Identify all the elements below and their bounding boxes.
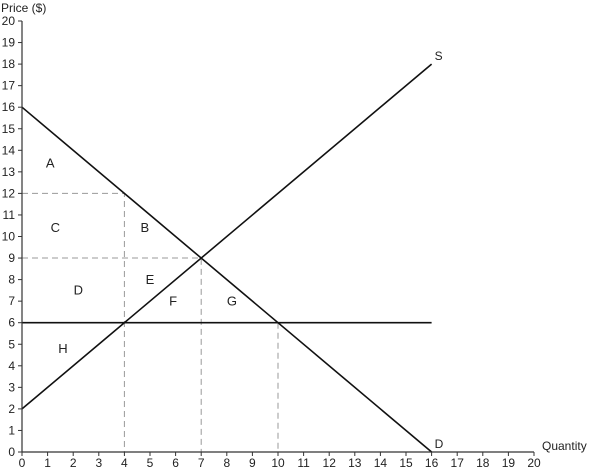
region-label-e: E (146, 272, 155, 287)
region-label-c: C (51, 220, 60, 235)
x-tick-label-6: 6 (172, 456, 179, 469)
y-tick-label-2: 2 (8, 402, 15, 416)
guide-line-1 (22, 257, 202, 452)
y-tick-label-10: 10 (2, 230, 16, 244)
curve-labels: SD (435, 49, 444, 451)
ticks: 0 1 2 3 4 5 6 7 8 9 10 11 12 13 14 15 16 17 18 19 2001234567… (2, 14, 541, 469)
x-tick-label-17: 17 (451, 456, 465, 469)
y-tick-label-15: 15 (2, 122, 16, 136)
region-label-a: A (46, 156, 55, 171)
region-label-f: F (169, 293, 177, 308)
x-tick-label-14: 14 (374, 456, 388, 469)
y-tick-label-11: 11 (3, 208, 16, 222)
x-tick-label-3: 3 (95, 456, 102, 469)
y-tick-label-9: 9 (8, 251, 15, 265)
curve-s (21, 63, 433, 410)
region-label-g: G (227, 293, 237, 308)
y-tick-label-16: 16 (2, 100, 16, 114)
x-tick-label-10: 10 (271, 456, 285, 469)
region-label-h: H (58, 341, 67, 356)
x-tick-label-12: 12 (323, 456, 337, 469)
x-tick-label-13: 13 (348, 456, 362, 469)
x-tick-label-7: 7 (198, 456, 205, 469)
x-tick-label-2: 2 (70, 456, 77, 469)
y-tick-label-13: 13 (2, 165, 16, 179)
region-label-b: B (141, 220, 150, 235)
x-tick-label-1: 1 (44, 456, 51, 469)
y-tick-label-18: 18 (2, 57, 16, 71)
x-tick-label-5: 5 (147, 456, 154, 469)
x-tick-label-19: 19 (502, 456, 516, 469)
y-tick-label-4: 4 (8, 359, 15, 373)
y-tick-label-8: 8 (8, 273, 15, 287)
curve-d (21, 106, 433, 453)
region-labels: A B C D EF G H (46, 156, 237, 356)
curve-label-s: S (435, 49, 443, 63)
x-tick-label-9: 9 (249, 456, 256, 469)
y-tick-label-14: 14 (2, 143, 16, 157)
x-tick-label-8: 8 (223, 456, 230, 469)
x-tick-label-16: 16 (425, 456, 439, 469)
x-tick-label-15: 15 (399, 456, 413, 469)
x-tick-label-20: 20 (527, 456, 541, 469)
curves (21, 63, 433, 453)
region-label-d: D (74, 283, 83, 298)
y-tick-label-17: 17 (2, 79, 16, 93)
y-tick-label-6: 6 (8, 316, 15, 330)
curve-label-d: D (435, 437, 444, 451)
y-tick-label-5: 5 (8, 337, 15, 351)
y-axis-title: Price ($) (1, 1, 46, 15)
x-tick-label-4: 4 (121, 456, 128, 469)
y-tick-label-20: 20 (2, 14, 16, 28)
x-tick-label-18: 18 (476, 456, 490, 469)
x-tick-label-0: 0 (19, 456, 26, 469)
x-tick-label-11: 11 (297, 456, 310, 469)
y-tick-label-3: 3 (8, 380, 15, 394)
y-tick-label-1: 1 (8, 423, 15, 437)
y-tick-label-0: 0 (8, 445, 15, 459)
y-tick-label-19: 19 (2, 36, 16, 50)
x-axis-title: Quantity (542, 439, 587, 453)
y-tick-label-12: 12 (2, 186, 16, 200)
y-tick-label-7: 7 (8, 294, 15, 308)
